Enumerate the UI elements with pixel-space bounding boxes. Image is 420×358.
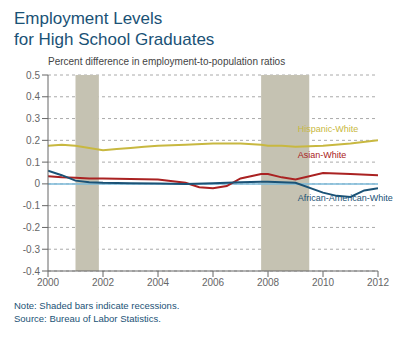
svg-text:-0.2: -0.2 <box>23 222 41 233</box>
html-text:Source: Bureau of Labor Statis: Source: Bureau of Labor Statistics. <box>14 313 161 324</box>
svg-text:African-American-White: African-American-White <box>298 193 393 203</box>
svg-text:2010: 2010 <box>312 277 335 288</box>
svg-text:-0.3: -0.3 <box>23 244 41 255</box>
svg-text:2002: 2002 <box>92 277 115 288</box>
svg-text:0: 0 <box>34 178 40 189</box>
svg-text:-0.4: -0.4 <box>23 266 41 277</box>
svg-text:0.5: 0.5 <box>26 70 40 81</box>
html-text:for High School Graduates: for High School Graduates <box>14 30 215 49</box>
svg-text:2006: 2006 <box>202 277 225 288</box>
svg-text:-0.1: -0.1 <box>23 200 41 211</box>
svg-text:2000: 2000 <box>37 277 60 288</box>
svg-text:Hispanic-White: Hispanic-White <box>298 124 359 134</box>
html-text:Employment Levels: Employment Levels <box>14 9 163 28</box>
html-text:Note: Shaded bars indicate rec: Note: Shaded bars indicate recessions. <box>14 300 180 311</box>
svg-text:2004: 2004 <box>147 277 170 288</box>
html-text:Percent difference in employme: Percent difference in employment-to-popu… <box>48 56 286 67</box>
svg-text:0.2: 0.2 <box>26 135 40 146</box>
svg-text:0.3: 0.3 <box>26 113 40 124</box>
svg-text:2008: 2008 <box>257 277 280 288</box>
svg-text:2012: 2012 <box>367 277 390 288</box>
svg-text:0.4: 0.4 <box>26 91 40 102</box>
svg-text:0.1: 0.1 <box>26 157 40 168</box>
svg-text:Asian-White: Asian-White <box>298 150 347 160</box>
